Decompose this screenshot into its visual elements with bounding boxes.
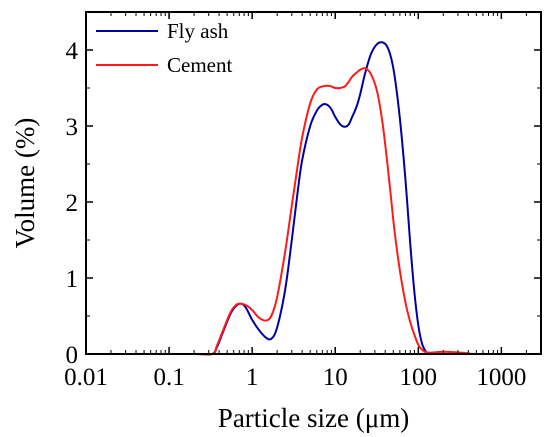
- plot-frame: [85, 11, 542, 355]
- series-line-cement: [111, 67, 527, 356]
- y-tick-label: 3: [66, 114, 79, 141]
- y-tick-label: 4: [66, 38, 79, 65]
- x-tick-label: 10: [323, 364, 348, 391]
- y-axis-title: Volume (%): [10, 118, 40, 249]
- y-tick-label: 0: [66, 342, 79, 369]
- axis-layer: 0.01 0.1 1 10 100 1000 0 1 2 3 4: [64, 12, 542, 391]
- legend: Fly ash Cement: [96, 19, 232, 77]
- x-tick-label: 100: [400, 364, 438, 391]
- x-tick-label: 1: [246, 364, 259, 391]
- series-line-fly-ash: [111, 41, 527, 356]
- y-tick-label: 2: [66, 190, 79, 217]
- legend-label-fly-ash: Fly ash: [167, 19, 229, 43]
- series-layer: [111, 41, 527, 356]
- legend-label-cement: Cement: [167, 53, 232, 77]
- x-tick-label: 0.01: [64, 364, 108, 391]
- x-tick-label: 1000: [476, 364, 526, 391]
- y-tick-label: 1: [66, 266, 79, 293]
- x-tick-label: 0.1: [153, 364, 184, 391]
- x-axis-title: Particle size (μm): [218, 403, 409, 433]
